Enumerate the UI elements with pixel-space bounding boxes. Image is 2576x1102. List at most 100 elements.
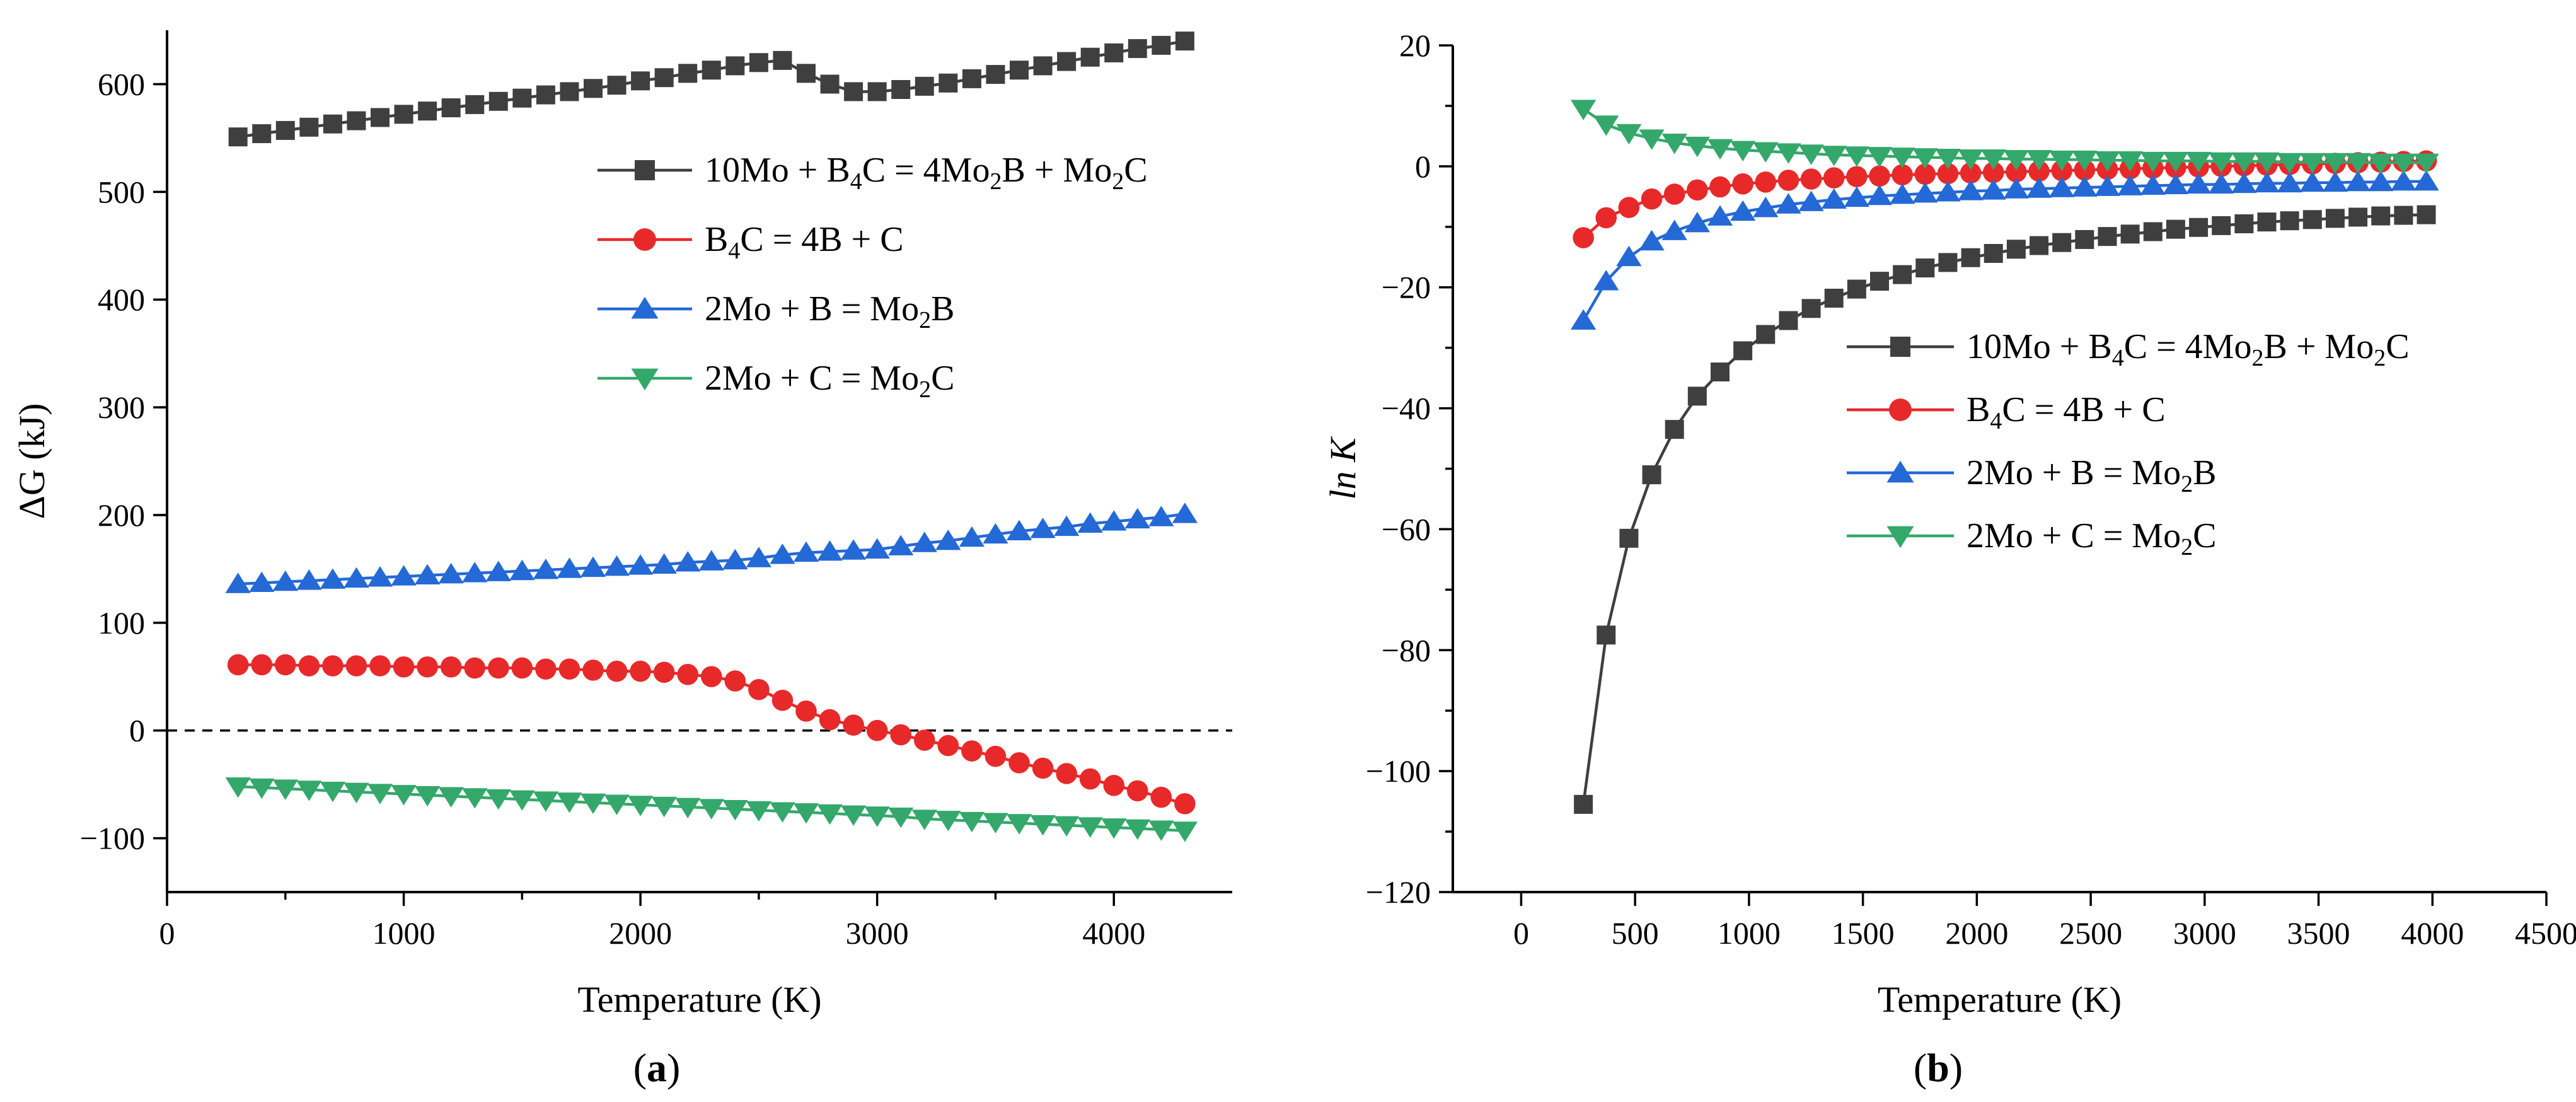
- panel-a-series-1-point: [939, 73, 958, 93]
- panel-a-series-2-point: [558, 658, 580, 680]
- panel-b-series-3-point: [2003, 178, 2030, 199]
- panel-b-series-4-point: [2345, 153, 2371, 174]
- panel-b-series-2-point: [1800, 168, 1822, 190]
- panel-a-series-2-point: [771, 690, 794, 711]
- panel-b-legend-marker: [1889, 398, 1912, 421]
- panel-b-series-4-point: [2231, 152, 2257, 173]
- panel-a-series-4-point: [793, 803, 819, 824]
- panel-a-series-1-point: [584, 79, 603, 98]
- panel-a-series-2-point: [748, 678, 770, 700]
- panel-a-series-4-point: [1124, 819, 1150, 840]
- panel-b-series-2-point: [2006, 161, 2027, 183]
- panel-a-series-3-point: [1006, 519, 1032, 540]
- panel-b-series-3-point: [2254, 171, 2280, 193]
- panel-b-series-2-point: [1777, 170, 1799, 191]
- panel-b-series-4-point: [1798, 144, 1824, 165]
- panel-a-series-3-point: [770, 543, 795, 564]
- panel-a-series-1-point: [654, 68, 674, 88]
- panel-a-series-4-point: [698, 799, 724, 820]
- panel-a-series-2-point: [369, 655, 391, 676]
- panel-a-series-4-point: [509, 790, 535, 811]
- panel-b-series-1-point: [2417, 205, 2436, 224]
- panel-b-series-3-point: [2391, 170, 2417, 191]
- panel-b-series-4-point: [2049, 150, 2075, 171]
- panel-a-series-3-point: [840, 539, 867, 560]
- panel-a-series-4-point: [1006, 814, 1032, 835]
- panel-a-series-1-point: [986, 65, 1005, 84]
- panel-b-series-1-point: [1642, 465, 1661, 485]
- panel-a-series-1-point: [607, 76, 627, 95]
- panel-a-series-1-point: [773, 50, 792, 70]
- panel-a-x-tick-label: 4000: [1082, 915, 1145, 951]
- panel-b-legend-label-3: 2Mo + B = Mo2B: [1967, 453, 2216, 497]
- panel-a-series-2-point: [1056, 763, 1077, 784]
- panel-b-chart: 0 500 1000 1500 2000 2500 3000 3500 4000 4500 −120…: [1322, 28, 2576, 1020]
- panel-b-y-tick-label: 0: [1415, 149, 1431, 184]
- panel-a-series-4-point: [817, 804, 843, 825]
- panel-a-y-tick-label: 200: [98, 497, 145, 533]
- panel-b-series-1-point: [1984, 243, 2003, 263]
- panel-b-y-tick-label: −80: [1382, 632, 1431, 668]
- panel-a-series-2: [227, 654, 1196, 815]
- panel-a-chart: 0 1000 2000 3000 4000 −100 0 100 200 300 400 500 600…: [11, 30, 1232, 1020]
- panel-a-series-2-point: [913, 729, 935, 751]
- panel-b-series-2-point: [1846, 166, 1868, 187]
- panel-a-series-1-point: [275, 120, 295, 140]
- panel-b-y-tick-label: 20: [1399, 28, 1431, 63]
- panel-b-series-1-point: [1870, 272, 1890, 291]
- panel-a-series-2-point: [1150, 786, 1172, 808]
- panel-a-series-3-point: [296, 569, 322, 590]
- panel-b-y-tick-label: −120: [1366, 874, 1431, 910]
- panel-b-caption: (b): [1914, 1045, 1963, 1090]
- panel-a-series-1-point: [962, 69, 981, 88]
- panel-a-series-2-point: [606, 660, 628, 682]
- panel-a-series-1-point: [820, 74, 840, 94]
- panel-a-series-2-point: [937, 734, 959, 757]
- panel-b-series-1-point: [1574, 794, 1593, 814]
- panel-b-series-1-point: [2212, 216, 2231, 235]
- panel-b-series-4-point: [2026, 149, 2052, 171]
- panel-b-series-2-point: [1709, 176, 1731, 198]
- panel-a-series-1-point: [299, 117, 319, 137]
- panel-b-series-3-point: [1639, 229, 1665, 251]
- panel-a-series-3-point: [509, 559, 535, 581]
- panel-b-series-4-point: [1980, 149, 2006, 170]
- panel-b-x-tick-label: 500: [1612, 915, 1659, 951]
- panel-b-series-3-point: [2209, 173, 2234, 194]
- panel-a-series-3-point: [462, 562, 488, 583]
- panel-a-series-4: [225, 777, 1198, 842]
- panel-b-series-4-point: [1616, 124, 1642, 145]
- panel-b-series-4-point: [1821, 146, 1847, 166]
- panel-b-series-2-point: [1914, 163, 1936, 185]
- panel-a-series-4-point: [1172, 821, 1198, 842]
- panel-a-series-1-point: [867, 82, 887, 102]
- panel-a-series-2-point: [298, 655, 320, 676]
- panel-b-series-4-point: [2413, 153, 2439, 175]
- panel-b-series-1-point: [2371, 206, 2391, 226]
- panel-b-series-1: [1574, 205, 2436, 814]
- panel-a-series-1-point: [1175, 32, 1194, 51]
- panel-a-series-2-point: [464, 657, 486, 679]
- panel-a-series-3-point: [911, 531, 937, 552]
- panel-a-series-2-point: [843, 714, 864, 736]
- panel-a-series-3-point: [533, 559, 559, 579]
- panel-a-series-4-point: [272, 779, 298, 800]
- panel-b-series-4-point: [2163, 151, 2189, 173]
- panel-a-series-2-point: [961, 740, 983, 762]
- panel-b-series-3-point: [1866, 184, 1893, 206]
- panel-b-series-4-point: [2254, 152, 2280, 173]
- panel-b-series-3-point: [1593, 270, 1619, 291]
- panel-b-series-1-point: [1756, 325, 1776, 344]
- panel-b-series-3-point: [2163, 173, 2189, 194]
- panel-b-x-tick-label: 2000: [1945, 915, 2008, 951]
- panel-b-series-4-point: [1958, 149, 1984, 170]
- panel-b-series-1-line: [1581, 213, 2427, 805]
- panel-a-series-2-point: [1008, 752, 1030, 774]
- panel-a-series-1-point: [536, 85, 555, 105]
- panel-a-series-2-point: [582, 659, 604, 681]
- panel-b-series-1-point: [2166, 219, 2185, 239]
- panel-a-series-2-point: [393, 656, 415, 678]
- panel-b-series-1-point: [1665, 420, 1684, 439]
- panel-a-series-3-point: [580, 556, 606, 577]
- panel-b-series-3-point: [2368, 170, 2394, 192]
